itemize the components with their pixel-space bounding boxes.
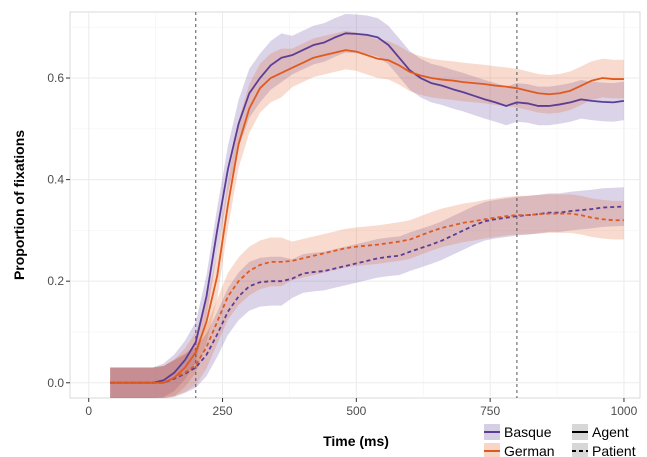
x-axis-ticks: 0 250 500 750 1000: [85, 398, 638, 418]
legend-label-german: German: [504, 443, 555, 457]
y-tick-label: 0.2: [47, 274, 64, 288]
legend: Basque German Agent Patient: [484, 424, 636, 457]
legend-label-patient: Patient: [592, 443, 636, 457]
x-axis-title: Time (ms): [323, 433, 389, 449]
y-axis-ticks: 0.0 0.2 0.4 0.6: [47, 71, 70, 390]
x-tick-label: 500: [346, 404, 366, 418]
line-german-patient: [110, 212, 624, 384]
band-basque-agent: [110, 14, 624, 398]
x-tick-label: 1000: [611, 404, 638, 418]
x-tick-label: 0: [85, 404, 92, 418]
line-german-agent: [110, 49, 624, 384]
x-tick-label: 750: [480, 404, 500, 418]
x-tick-label: 250: [213, 404, 233, 418]
line-basque-agent: [110, 32, 625, 384]
plot-border: [69, 11, 641, 399]
band-german-patient: [110, 194, 624, 398]
series-lines: [110, 32, 625, 384]
plot-panel: [69, 11, 641, 399]
band-basque-patient: [110, 187, 624, 398]
y-tick-label: 0.6: [47, 71, 64, 85]
y-axis-title: Proportion of fixations: [11, 130, 27, 280]
y-tick-label: 0.0: [47, 376, 64, 390]
legend-label-basque: Basque: [504, 424, 552, 440]
y-tick-label: 0.4: [47, 173, 64, 187]
reference-lines: [195, 12, 518, 398]
legend-label-agent: Agent: [592, 424, 629, 440]
